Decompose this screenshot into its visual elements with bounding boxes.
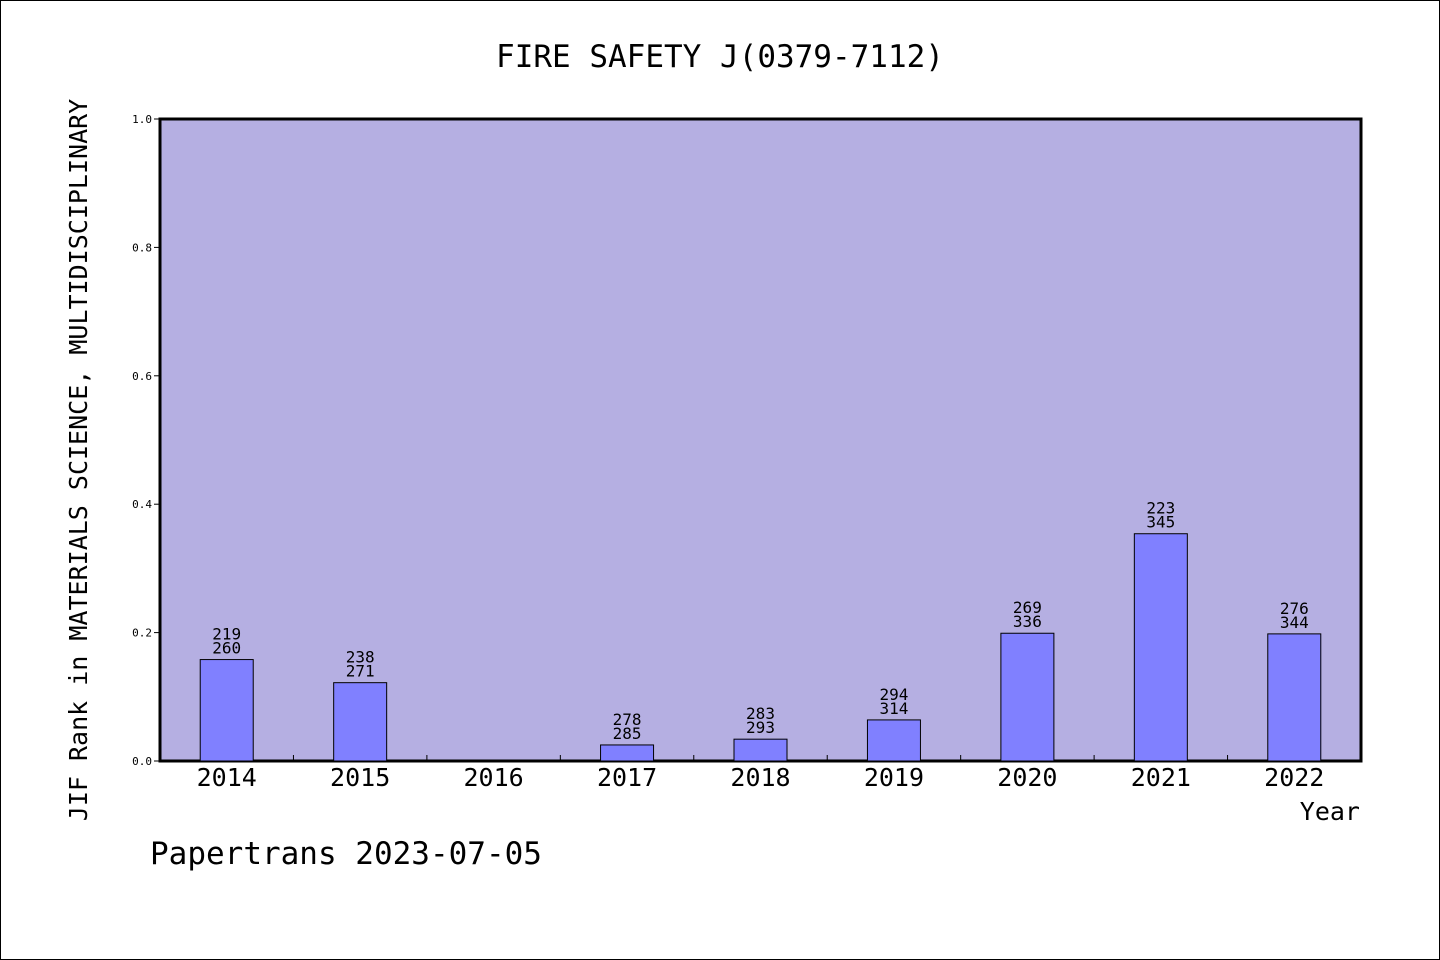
bar-2018 bbox=[733, 738, 788, 762]
footer-credit: Papertrans 2023-07-05 bbox=[150, 836, 542, 872]
bar-rank-label: 276 bbox=[1280, 599, 1309, 618]
chart-title: FIRE SAFETY J(0379-7112) bbox=[496, 39, 944, 75]
y-tick-label: 0.0 bbox=[132, 755, 152, 768]
y-axis-label: JIF Rank in MATERIALS SCIENCE, MULTIDISC… bbox=[64, 99, 93, 821]
bar-rank-label: 269 bbox=[1013, 598, 1042, 617]
bar-total-label: 271 bbox=[346, 662, 375, 681]
bar-2020 bbox=[1000, 632, 1055, 762]
y-tick-label: 0.2 bbox=[132, 627, 152, 640]
bar-total-label: 336 bbox=[1013, 612, 1042, 631]
x-tick-label: 2016 bbox=[464, 763, 524, 792]
x-tick-label: 2022 bbox=[1264, 763, 1324, 792]
bar-total-label: 285 bbox=[613, 724, 642, 743]
bar-2014 bbox=[199, 659, 254, 762]
x-tick-label: 2017 bbox=[597, 763, 657, 792]
x-tick-label: 2018 bbox=[730, 763, 790, 792]
bar-rank-label: 278 bbox=[613, 710, 642, 729]
bar-rank-label: 223 bbox=[1146, 499, 1175, 518]
x-axis-label: Year bbox=[1300, 797, 1360, 826]
bar-2019 bbox=[866, 719, 921, 762]
bar-2022 bbox=[1267, 633, 1322, 762]
bar-rank-label: 238 bbox=[346, 648, 375, 667]
bar-2017 bbox=[600, 744, 655, 762]
bar-total-label: 314 bbox=[879, 699, 908, 718]
y-tick-label: 0.4 bbox=[132, 498, 152, 511]
x-axis: 2014 2015 2016 2017 2018 2019 2020 2021 2022 bbox=[197, 755, 1324, 792]
bar-2021 bbox=[1133, 533, 1188, 762]
y-tick-label: 1.0 bbox=[132, 113, 152, 126]
y-tick-label: 0.6 bbox=[132, 370, 152, 383]
x-tick-label: 2019 bbox=[864, 763, 924, 792]
y-axis: 0.0 0.2 0.4 0.6 0.8 1.0 bbox=[132, 113, 160, 768]
bar-rank-label: 219 bbox=[212, 625, 241, 644]
y-tick-label: 0.8 bbox=[132, 241, 152, 254]
bar-rank-label: 283 bbox=[746, 704, 775, 723]
bar-total-label: 344 bbox=[1280, 613, 1309, 632]
x-tick-label: 2021 bbox=[1131, 763, 1191, 792]
bar-2015 bbox=[333, 682, 388, 762]
bars bbox=[199, 533, 1322, 762]
x-tick-label: 2015 bbox=[330, 763, 390, 792]
bar-total-label: 345 bbox=[1146, 513, 1175, 532]
x-tick-label: 2020 bbox=[997, 763, 1057, 792]
bar-total-label: 260 bbox=[212, 639, 241, 658]
bar-total-label: 293 bbox=[746, 718, 775, 737]
bar-rank-label: 294 bbox=[879, 685, 908, 704]
x-tick-label: 2014 bbox=[197, 763, 257, 792]
